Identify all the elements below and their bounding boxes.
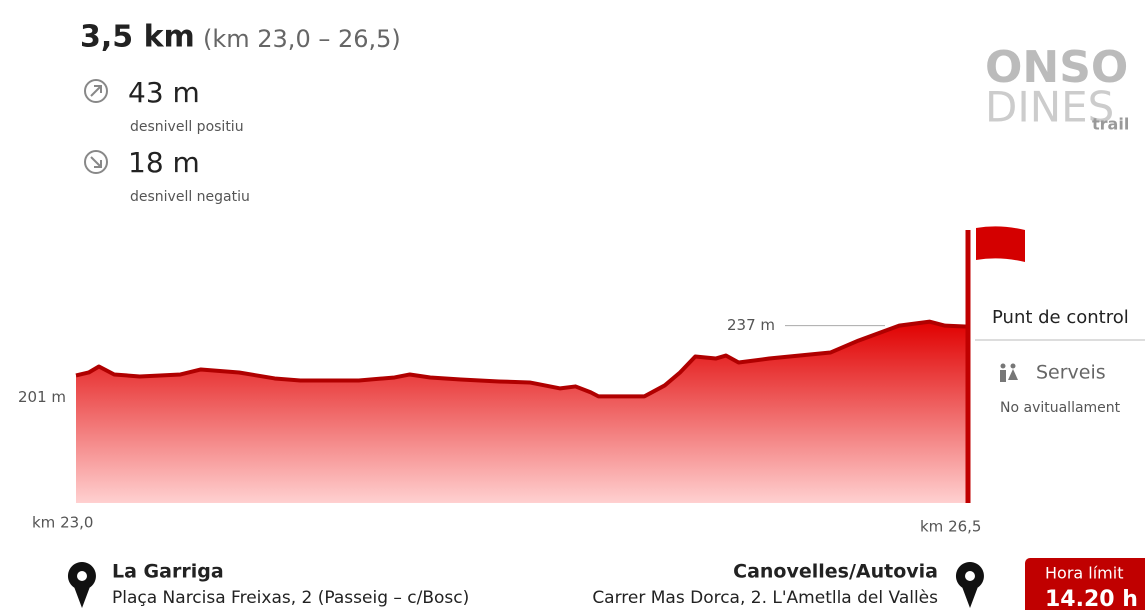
end-name: Canovelles/Autovia: [733, 561, 938, 583]
ascent: 43 m: [128, 76, 200, 109]
checkpoint-title: Punt de control: [992, 307, 1129, 328]
flag: [976, 226, 1025, 262]
limit-label: Hora límit: [1045, 564, 1123, 583]
limit-time: 14.20 h: [1045, 587, 1138, 610]
checkpoint-note: No avituallament: [1000, 400, 1121, 416]
start-name: La Garriga: [112, 561, 224, 583]
km-range: (km 23,0 – 26,5): [203, 25, 401, 53]
distance: 3,5 km: [80, 20, 195, 55]
start-pin: [67, 562, 96, 608]
ascent-icon: [84, 79, 108, 103]
limit-box: [1025, 558, 1145, 610]
elevation-annotation: 237 m: [727, 316, 775, 334]
x-end-label: km 26,5: [920, 518, 981, 536]
logo-line: trail: [1092, 115, 1129, 134]
start-pin-hole: [77, 571, 87, 581]
elevation-area: [76, 321, 968, 503]
descent: 18 m: [128, 146, 200, 179]
start-address: Plaça Narcisa Freixas, 2 (Passeig – c/Bo…: [112, 588, 469, 608]
descent-label: desnivell negatiu: [130, 189, 250, 205]
elevation-annotation: 201 m: [18, 388, 66, 406]
ascent-arrow: [90, 85, 102, 97]
end-pin-hole: [965, 571, 975, 581]
logo-line: ONSO: [985, 42, 1128, 93]
descent-arrow: [90, 156, 102, 168]
x-start-label: km 23,0: [32, 514, 93, 532]
services-icon: [1000, 363, 1018, 382]
end-pin: [955, 562, 984, 608]
end-address: Carrer Mas Dorca, 2. L'Ametlla del Vallè…: [592, 588, 938, 608]
logo-line: DINES: [985, 83, 1114, 132]
services: Serveis: [1036, 362, 1106, 384]
ascent-label: desnivell positiu: [130, 119, 244, 135]
descent-icon: [84, 150, 108, 174]
elevation-line: [75, 319, 969, 399]
